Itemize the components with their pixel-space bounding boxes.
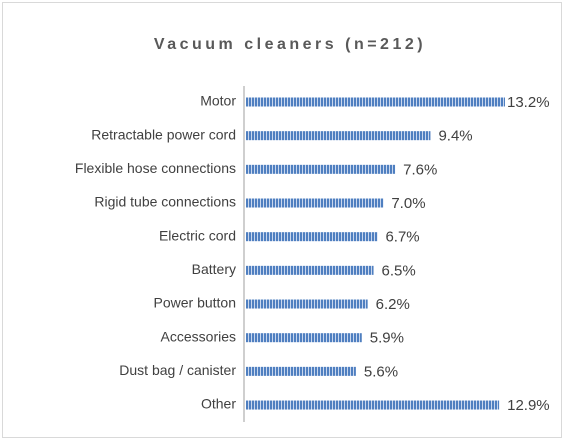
bar (246, 400, 500, 410)
data-label: 6.2% (376, 296, 410, 313)
category-label: Power button (154, 295, 237, 311)
category-label: Motor (200, 93, 236, 109)
bar (246, 333, 362, 343)
bar (246, 299, 368, 309)
bar (246, 232, 378, 242)
category-label: Accessories (161, 328, 236, 344)
data-label: 7.6% (403, 161, 437, 178)
data-label: 6.5% (382, 262, 416, 279)
bar (246, 164, 396, 174)
category-label: Battery (192, 261, 236, 277)
data-label: 6.7% (385, 229, 419, 246)
category-label: Rigid tube connections (94, 194, 236, 210)
category-label: Flexible hose connections (75, 160, 236, 176)
bar (246, 265, 374, 275)
data-label: 13.2% (507, 94, 550, 111)
data-label: 7.0% (391, 195, 425, 212)
data-label: 5.9% (370, 330, 404, 347)
category-label: Other (201, 396, 236, 412)
category-label: Retractable power cord (91, 126, 236, 142)
bar (246, 366, 356, 376)
data-label: 5.6% (364, 363, 398, 380)
category-label: Electric cord (159, 227, 236, 243)
bar (246, 198, 384, 208)
chart-border (2, 2, 562, 438)
chart-title: Vacuum cleaners (n=212) (154, 36, 426, 53)
category-label: Dust bag / canister (119, 362, 236, 378)
data-label: 9.4% (438, 128, 472, 145)
bar (246, 97, 505, 107)
bar (246, 131, 431, 141)
data-label: 12.9% (507, 397, 550, 414)
